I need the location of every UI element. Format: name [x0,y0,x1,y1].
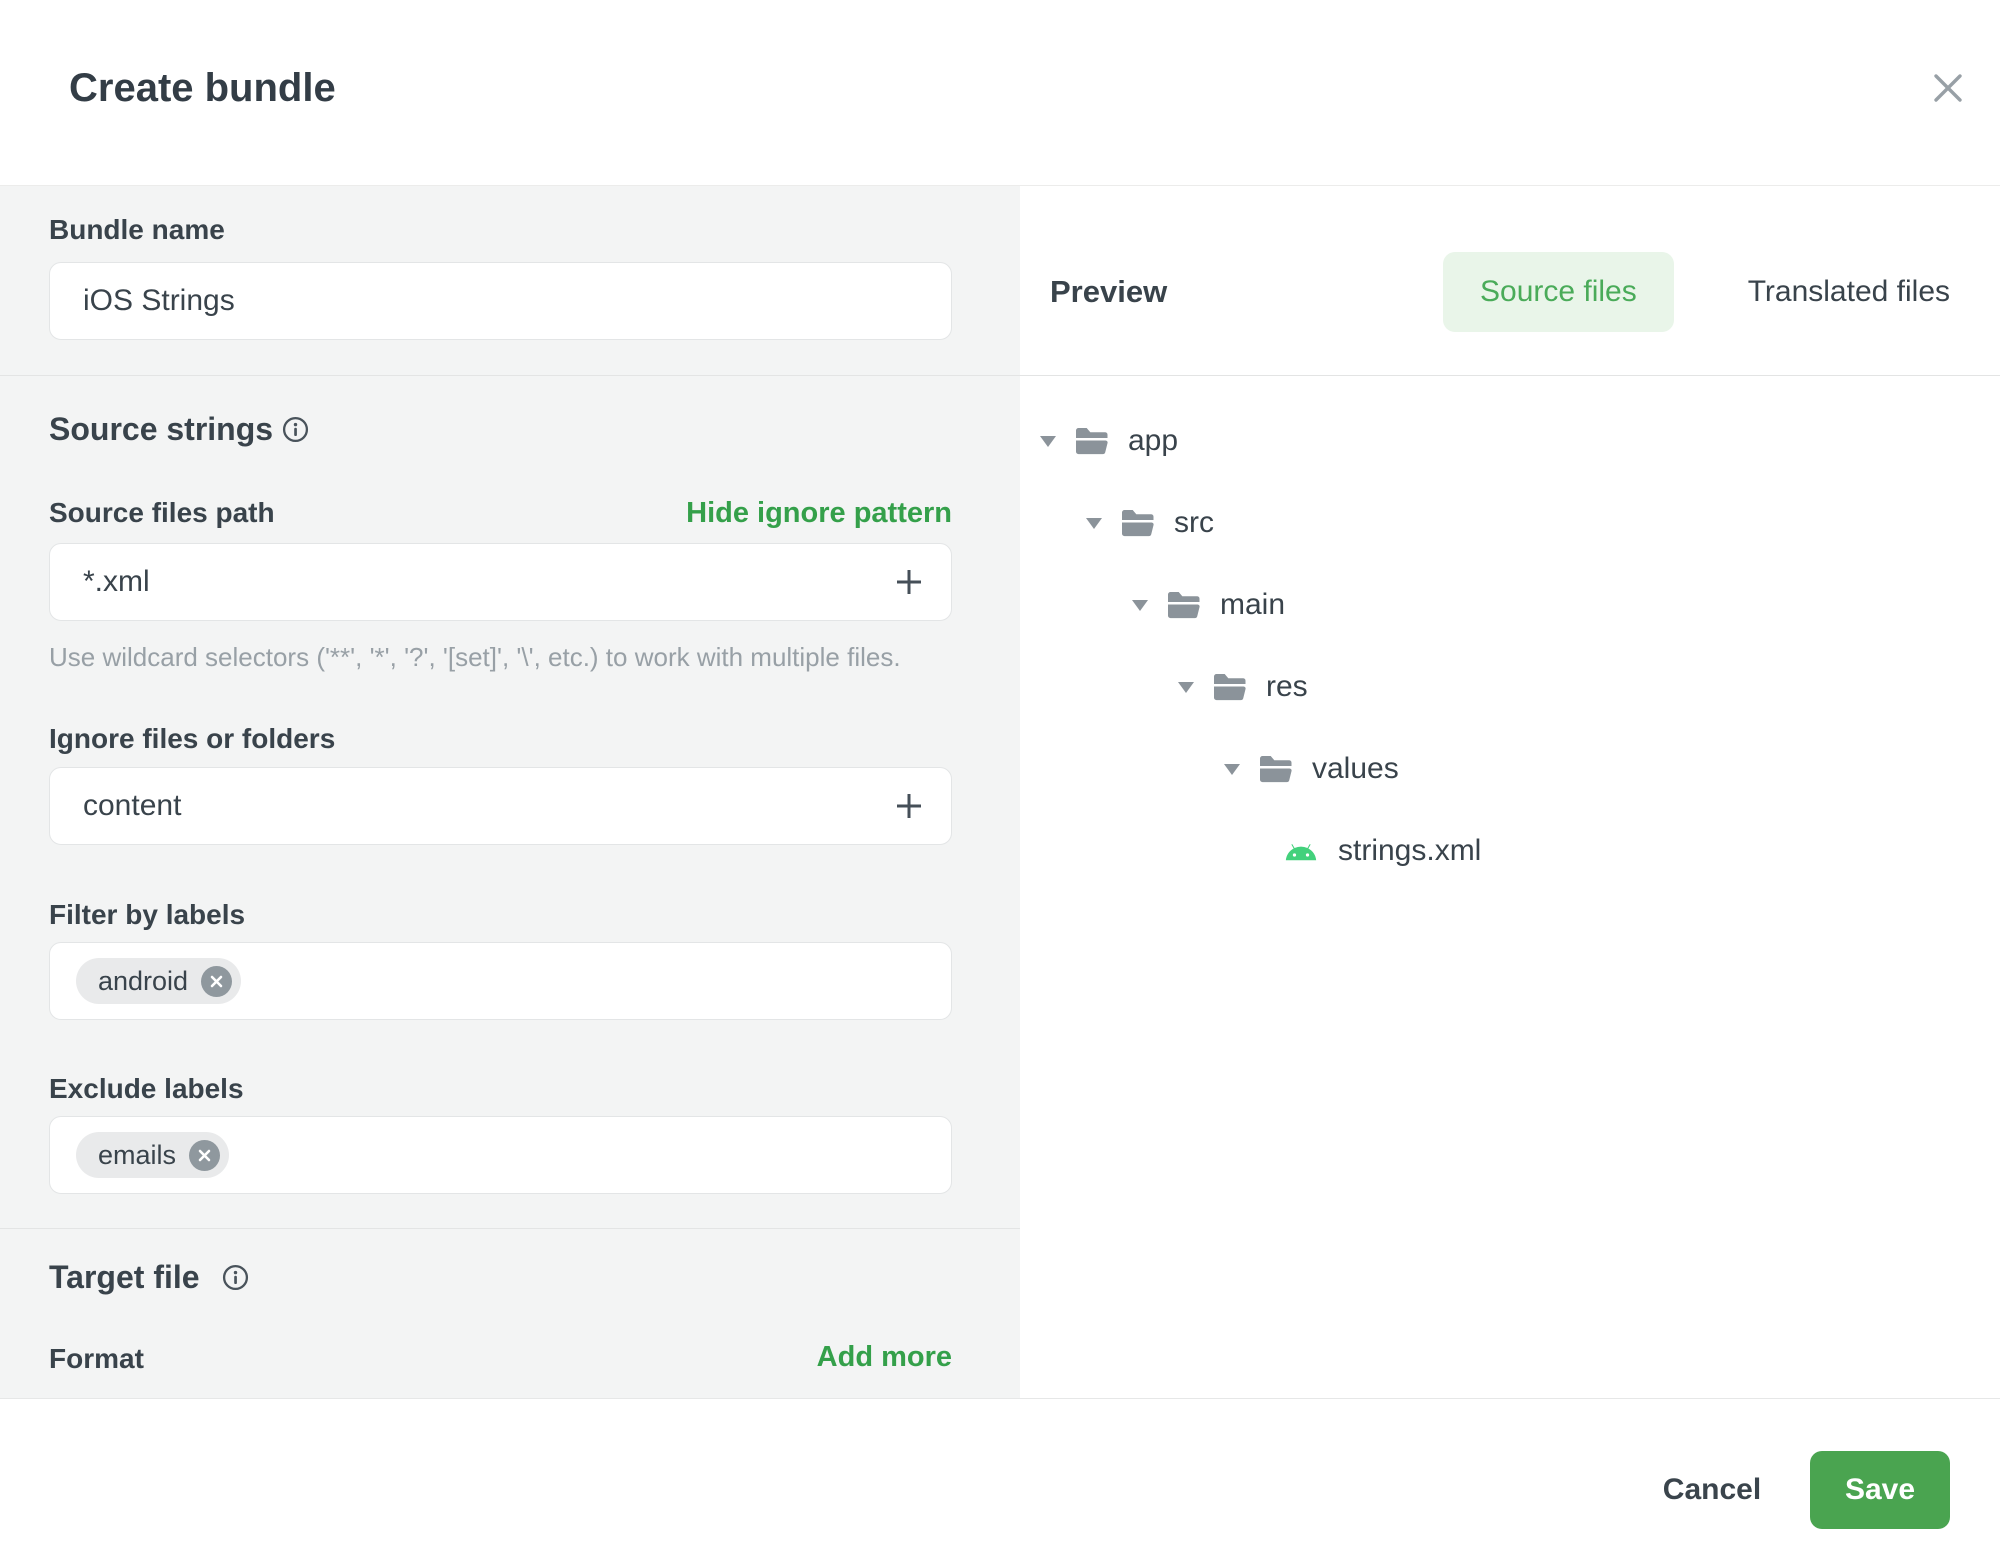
save-button-label: Save [1844,1473,1916,1506]
label-chip-android: android [76,958,242,1004]
bundle-form-panel: Bundle name Source strings Source files … [0,186,1020,1398]
chip-text: android [98,965,189,996]
chevron-down-icon[interactable] [1224,764,1240,775]
tree-item-label[interactable]: main [1220,588,1286,621]
chip-text: emails [98,1139,177,1170]
remove-chip-button[interactable] [201,965,233,997]
exclude-labels-label: Exclude labels [49,1073,244,1104]
tree-item-label[interactable]: app [1128,424,1179,457]
preview-panel: Preview Source files Translated files ap… [1020,186,2000,1398]
cancel-button[interactable]: Cancel [1662,1473,1762,1506]
source-files-path-input[interactable] [50,544,951,620]
source-files-path-field-box [49,543,952,621]
chevron-down-icon[interactable] [1132,600,1148,611]
tree-item-label[interactable]: src [1174,506,1214,539]
tree-row-strings-xml[interactable]: strings.xml [1020,821,2000,881]
tree-row-main[interactable]: main [1020,575,2000,635]
wildcard-hint: Use wildcard selectors ('**', '*', '?', … [49,642,901,672]
target-file-heading: Target file [49,1259,200,1295]
tree-row-app[interactable]: app [1020,411,2000,471]
source-strings-heading: Source strings [49,411,274,447]
folder-icon [1120,508,1154,538]
bundle-name-field-box [49,262,952,340]
save-button[interactable]: Save [1810,1451,1950,1529]
tab-label: Source files [1480,275,1637,308]
add-more-link[interactable]: Add more [816,1341,952,1373]
preview-heading: Preview [1050,274,1168,309]
chevron-down-icon[interactable] [1086,518,1102,529]
plus-icon [897,794,921,818]
exclude-labels-input[interactable]: emails [49,1116,952,1194]
folder-icon [1074,426,1108,456]
folder-icon [1212,672,1246,702]
page-title: Create bundle [69,66,336,110]
android-icon [1284,840,1318,870]
target-file-info-icon[interactable] [222,1264,249,1291]
bundle-name-label: Bundle name [49,214,225,245]
chevron-down-icon[interactable] [1178,682,1194,693]
filter-labels-input[interactable]: android [49,942,952,1020]
folder-icon [1258,754,1292,784]
source-files-path-label: Source files path [49,497,275,528]
tab-label: Translated files [1747,275,1950,308]
tab-source-files[interactable]: Source files [1443,252,1674,332]
label-chip-emails: emails [76,1132,230,1178]
close-button[interactable] [1916,58,1980,122]
x-circle-icon [198,1149,211,1161]
section-divider [0,1228,1020,1229]
filter-labels-label: Filter by labels [49,899,246,930]
tree-row-res[interactable]: res [1020,657,2000,717]
header-divider [0,185,2000,186]
add-source-path-button[interactable] [893,566,925,598]
preview-header-divider [1020,375,2000,376]
ignore-files-input[interactable] [50,768,951,844]
hide-ignore-pattern-link[interactable]: Hide ignore pattern [686,497,952,529]
remove-chip-button[interactable] [189,1139,221,1171]
source-strings-info-icon[interactable] [282,416,309,443]
ignore-files-label: Ignore files or folders [49,723,336,754]
tree-item-label[interactable]: values [1312,752,1399,785]
bundle-name-input[interactable] [50,263,951,339]
chevron-down-icon[interactable] [1040,436,1056,447]
format-label: Format [49,1343,144,1374]
tree-item-label[interactable]: res [1266,670,1308,703]
ignore-files-field-box [49,767,952,845]
tree-row-src[interactable]: src [1020,493,2000,553]
footer-divider [0,1398,2000,1399]
close-icon [1931,71,1965,110]
plus-icon [897,570,921,594]
tree-item-label[interactable]: strings.xml [1338,834,1482,867]
add-ignore-pattern-button[interactable] [893,790,925,822]
folder-icon [1166,590,1200,620]
tree-row-values[interactable]: values [1020,739,2000,799]
tab-translated-files[interactable]: Translated files [1748,272,1950,312]
x-circle-icon [210,975,223,987]
section-divider [0,375,1020,376]
